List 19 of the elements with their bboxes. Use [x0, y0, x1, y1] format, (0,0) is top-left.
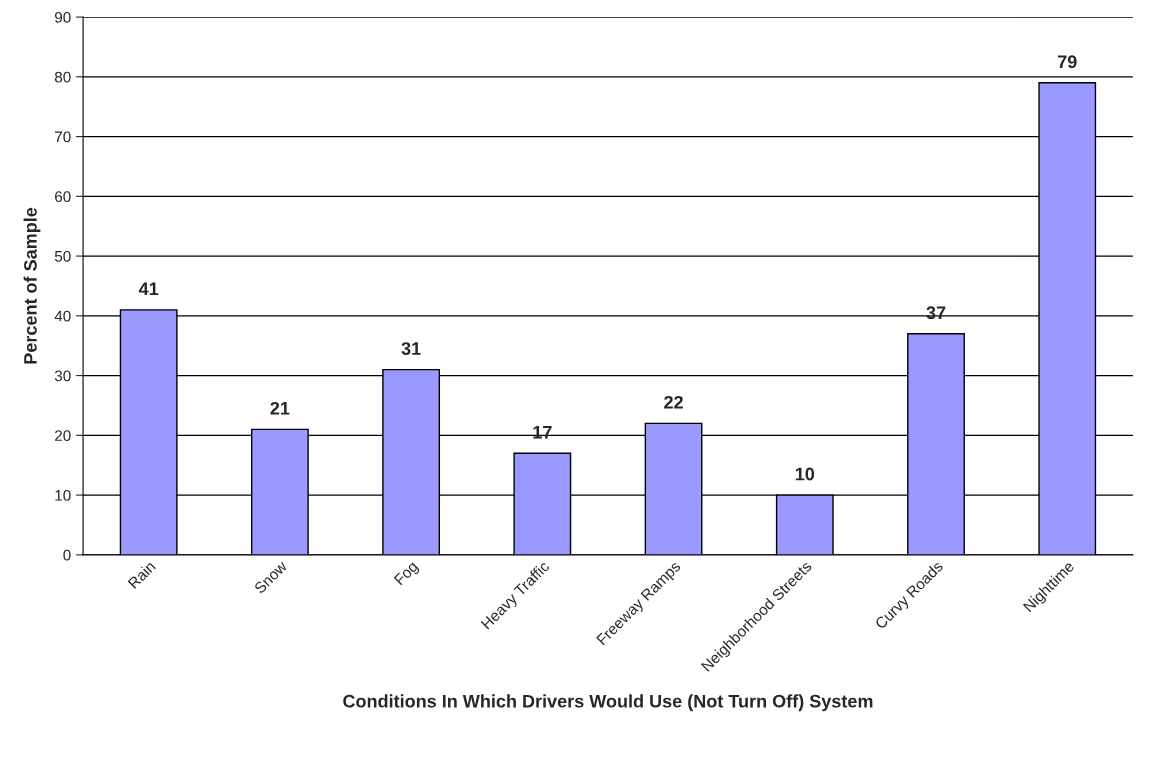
data-label: 31	[401, 342, 421, 355]
y-tick-label: 30	[54, 370, 71, 382]
y-tick-label: 90	[54, 11, 71, 23]
y-tick-label: 80	[54, 71, 71, 83]
y-tick-label: 50	[54, 250, 71, 262]
data-label: 41	[138, 282, 159, 295]
y-axis-title: Percent of Sample	[23, 207, 41, 364]
data-label: 10	[795, 467, 815, 481]
y-tick-label: 20	[55, 430, 71, 442]
y-tick-label: 70	[55, 131, 71, 143]
data-label: 22	[664, 395, 683, 409]
x-tick-label: Fog	[393, 560, 421, 588]
data-label: 79	[1057, 55, 1077, 69]
data-label: 21	[270, 401, 290, 415]
y-tick-label: 60	[55, 191, 71, 203]
y-tick-label: 10	[55, 489, 71, 501]
y-tick-label: 40	[54, 310, 71, 322]
y-tick-label: 0	[63, 549, 71, 561]
x-axis-title: Conditions In Which Drivers Would Use (Not Turn Off) System	[343, 694, 873, 712]
